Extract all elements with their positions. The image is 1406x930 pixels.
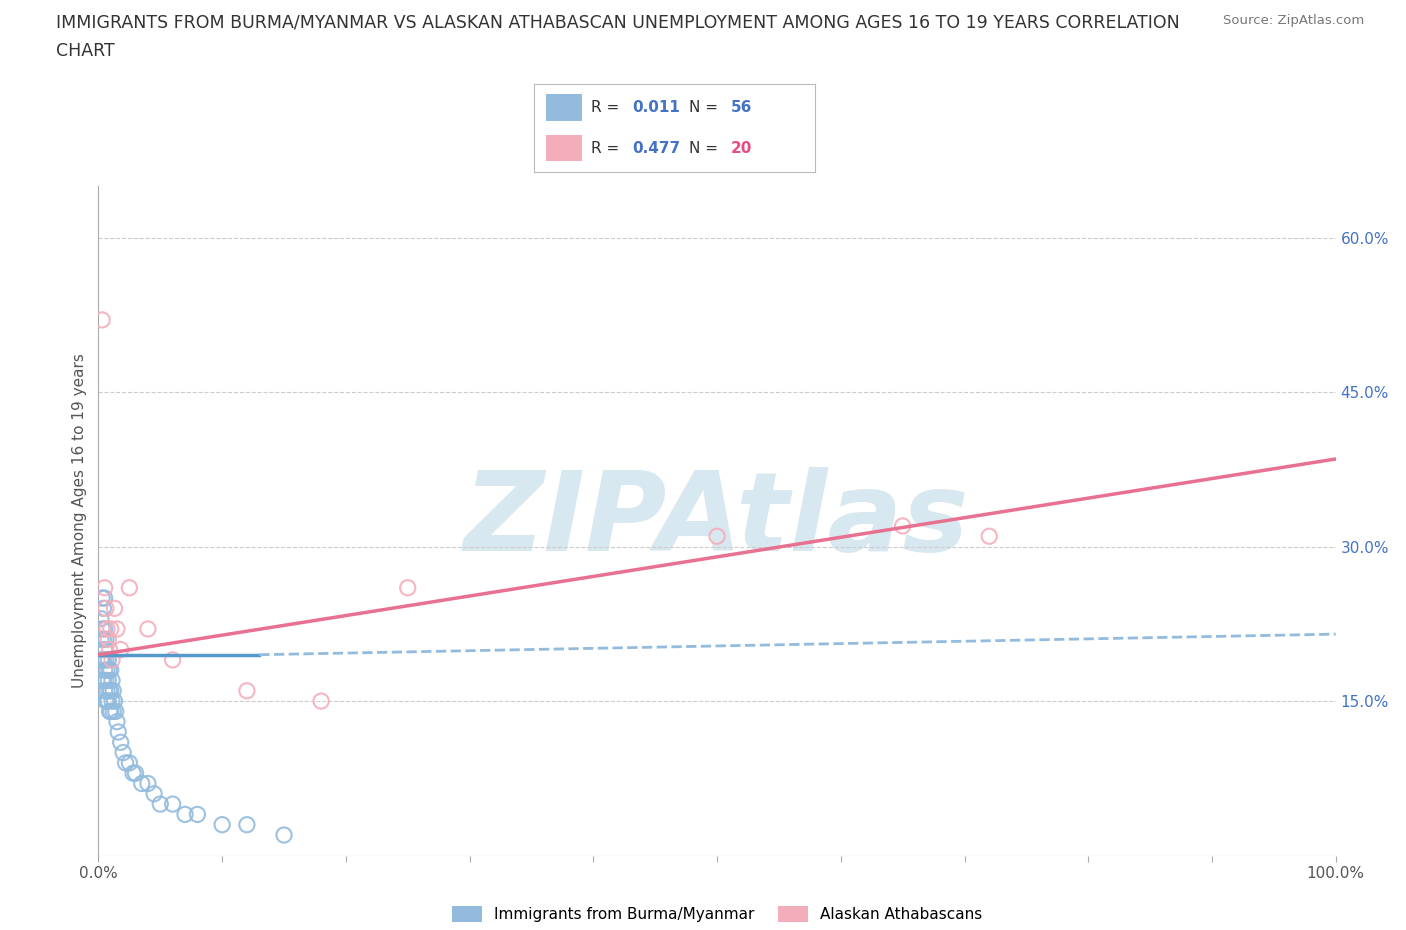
Point: [162, 797, 184, 812]
Point: [149, 797, 172, 812]
Point: [101, 694, 124, 709]
Text: R =: R =: [591, 140, 624, 155]
Point: [90, 631, 112, 646]
Point: [118, 580, 141, 595]
Text: CHART: CHART: [56, 42, 115, 60]
Point: [93, 601, 115, 616]
Point: [100, 684, 122, 698]
Point: [93, 631, 115, 646]
Point: [94, 673, 117, 688]
Point: [104, 704, 127, 719]
Point: [96, 663, 118, 678]
Text: IMMIGRANTS FROM BURMA/MYANMAR VS ALASKAN ATHABASCAN UNEMPLOYMENT AMONG AGES 16 T: IMMIGRANTS FROM BURMA/MYANMAR VS ALASKAN…: [56, 14, 1180, 32]
Point: [90, 611, 112, 626]
Point: [101, 673, 124, 688]
Point: [100, 663, 122, 678]
Point: [93, 580, 115, 595]
Point: [94, 631, 117, 646]
Point: [91, 673, 114, 688]
Y-axis label: Unemployment Among Ages 16 to 19 years: Unemployment Among Ages 16 to 19 years: [72, 353, 87, 688]
Point: [94, 653, 117, 668]
Point: [236, 817, 259, 832]
Text: Source: ZipAtlas.com: Source: ZipAtlas.com: [1223, 14, 1364, 27]
Point: [93, 591, 115, 605]
Text: 56: 56: [731, 100, 752, 115]
Point: [98, 704, 121, 719]
Text: ZIPAtlas: ZIPAtlas: [464, 467, 970, 575]
Point: [110, 735, 132, 750]
Point: [94, 601, 117, 616]
Point: [891, 519, 914, 534]
Point: [112, 745, 135, 760]
Point: [90, 653, 112, 668]
Bar: [546, 135, 582, 162]
Point: [236, 684, 259, 698]
Point: [94, 694, 117, 709]
Point: [110, 642, 132, 657]
Text: N =: N =: [689, 100, 723, 115]
Point: [96, 684, 118, 698]
Point: [143, 787, 166, 802]
Text: N =: N =: [689, 140, 723, 155]
Point: [91, 621, 114, 636]
Text: 0.477: 0.477: [633, 140, 681, 155]
Point: [97, 694, 120, 709]
Point: [91, 312, 114, 327]
Point: [100, 621, 122, 636]
Point: [706, 529, 728, 544]
Point: [96, 621, 118, 636]
Point: [174, 807, 197, 822]
Point: [186, 807, 208, 822]
Point: [98, 663, 121, 678]
Point: [162, 653, 184, 668]
Point: [273, 828, 295, 843]
Point: [396, 580, 419, 595]
Point: [97, 653, 120, 668]
Legend: Immigrants from Burma/Myanmar, Alaskan Athabascans: Immigrants from Burma/Myanmar, Alaskan A…: [446, 900, 988, 928]
Point: [98, 642, 121, 657]
Point: [103, 684, 125, 698]
Point: [91, 591, 114, 605]
Point: [131, 776, 153, 790]
Point: [103, 704, 125, 719]
Text: R =: R =: [591, 100, 624, 115]
Point: [93, 673, 115, 688]
Point: [114, 755, 136, 770]
Point: [309, 694, 332, 709]
Point: [93, 621, 115, 636]
Point: [91, 653, 114, 668]
Point: [103, 601, 125, 616]
Point: [107, 724, 129, 739]
Point: [97, 631, 120, 646]
Text: 20: 20: [731, 140, 752, 155]
Point: [98, 684, 121, 698]
Point: [105, 714, 128, 729]
Point: [97, 673, 120, 688]
Point: [211, 817, 233, 832]
Point: [93, 663, 115, 678]
Point: [101, 653, 124, 668]
Point: [122, 765, 145, 780]
Point: [93, 684, 115, 698]
Point: [118, 755, 141, 770]
Point: [93, 642, 115, 657]
Point: [979, 529, 1001, 544]
Point: [96, 694, 118, 709]
Bar: [546, 94, 582, 121]
Point: [93, 653, 115, 668]
Text: 0.011: 0.011: [633, 100, 681, 115]
Point: [100, 704, 122, 719]
Point: [105, 621, 128, 636]
Point: [136, 621, 159, 636]
Point: [103, 694, 125, 709]
Point: [124, 765, 146, 780]
Point: [136, 776, 159, 790]
